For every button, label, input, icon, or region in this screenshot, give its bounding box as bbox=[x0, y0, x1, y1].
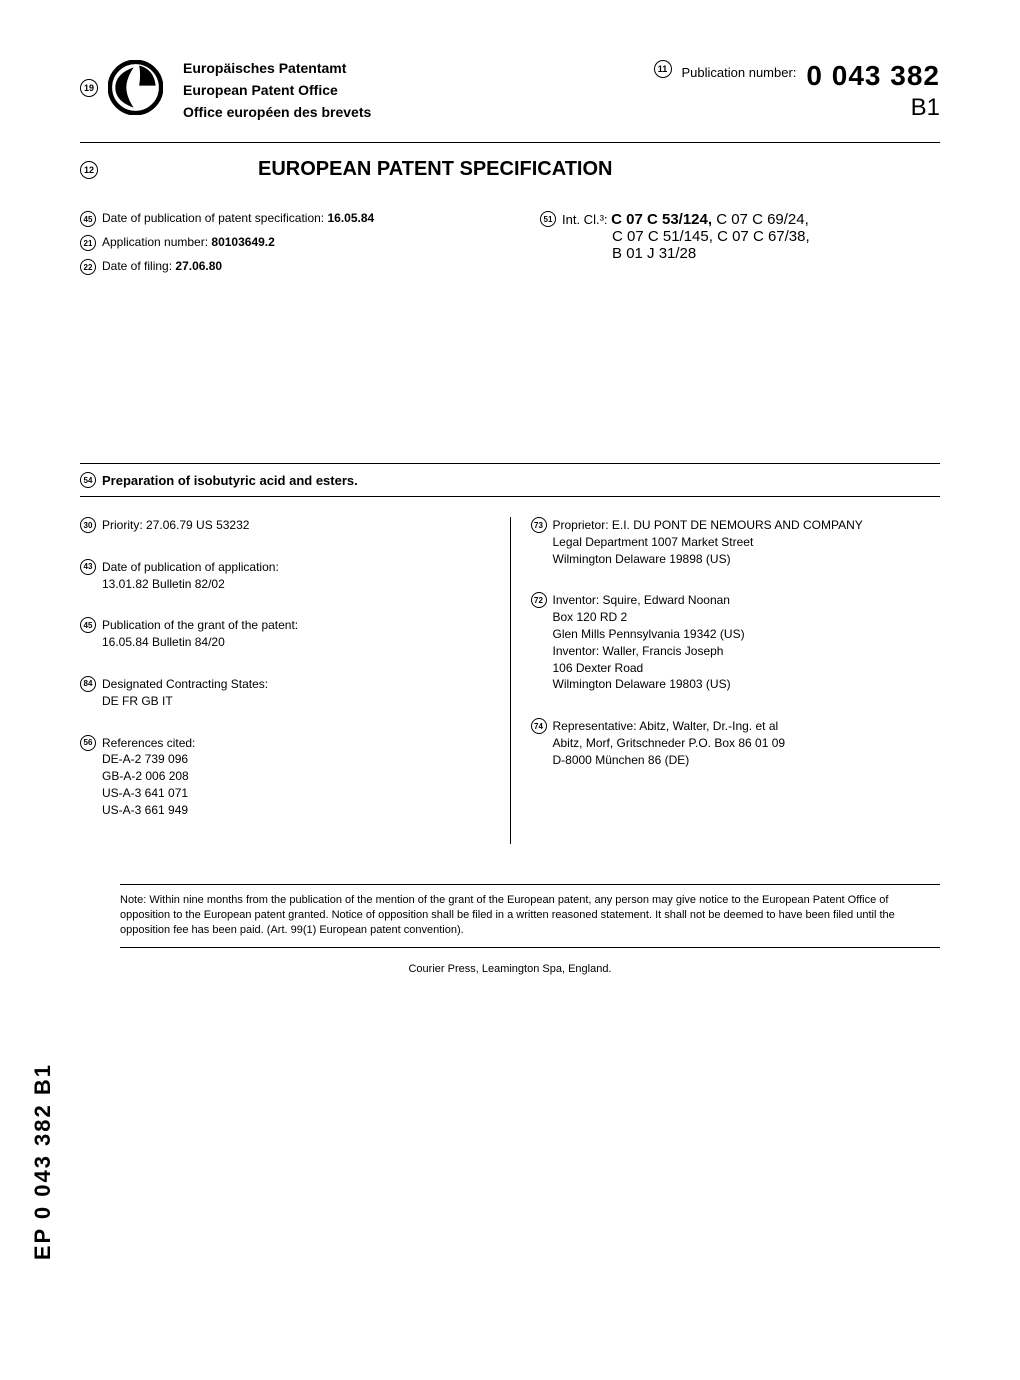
states-value: DE FR GB IT bbox=[102, 694, 173, 708]
inv-label: Inventor: bbox=[553, 593, 600, 607]
top-meta-right: 51 Int. Cl.³: C 07 C 53/124, C 07 C 69/2… bbox=[540, 211, 940, 283]
vertical-patent-number: EP 0 043 382 B1 bbox=[30, 1063, 56, 1260]
prop-addr1: Legal Department 1007 Market Street bbox=[553, 535, 754, 549]
inventor-item: 72 Inventor: Squire, Edward Noonan Box 1… bbox=[531, 592, 941, 693]
patent-title: Preparation of isobutyric acid and ester… bbox=[102, 473, 358, 488]
priority-value: 27.06.79 US 53232 bbox=[146, 518, 249, 532]
grant-value: 16.05.84 Bulletin 84/20 bbox=[102, 635, 225, 649]
two-col: 30 Priority: 27.06.79 US 53232 43 Date o… bbox=[80, 517, 940, 844]
priority-item: 30 Priority: 27.06.79 US 53232 bbox=[80, 517, 490, 534]
epo-logo-icon bbox=[108, 60, 163, 115]
rep-addr1: Abitz, Morf, Gritschneder P.O. Box 86 01… bbox=[553, 736, 786, 750]
refs-label: References cited: bbox=[102, 736, 195, 750]
refs-item: 56 References cited: DE-A-2 739 096 GB-A… bbox=[80, 735, 490, 819]
circle-74: 74 bbox=[531, 718, 547, 734]
states-label: Designated Contracting States: bbox=[102, 677, 268, 691]
prop-name: E.I. DU PONT DE NEMOURS AND COMPANY bbox=[612, 518, 863, 532]
footer-printer: Courier Press, Leamington Spa, England. bbox=[80, 963, 940, 975]
footer-note: Note: Within nine months from the public… bbox=[120, 884, 940, 948]
rep-addr2: D-8000 München 86 (DE) bbox=[553, 753, 690, 767]
prop-label: Proprietor: bbox=[553, 518, 609, 532]
pub-spec-label: Date of publication of patent specificat… bbox=[102, 211, 324, 225]
office-de: Europäisches Patentamt bbox=[183, 60, 371, 76]
intcl-4: B 01 J 31/28 bbox=[612, 245, 696, 262]
grant-item: 45 Publication of the grant of the paten… bbox=[80, 617, 490, 651]
circle-21: 21 bbox=[80, 235, 96, 251]
publication-number-group: 0 043 382 B1 bbox=[806, 60, 940, 122]
col-right: 73 Proprietor: E.I. DU PONT DE NEMOURS A… bbox=[510, 517, 941, 844]
spec-title: EUROPEAN PATENT SPECIFICATION bbox=[258, 158, 612, 181]
prop-addr2: Wilmington Delaware 19898 (US) bbox=[553, 552, 731, 566]
office-names: Europäisches Patentamt European Patent O… bbox=[183, 60, 371, 120]
inv2-addr1: 106 Dexter Road bbox=[553, 661, 644, 675]
filing-label: Date of filing: bbox=[102, 259, 172, 273]
ref3: US-A-3 641 071 bbox=[102, 786, 188, 800]
pub-spec-date: 16.05.84 bbox=[327, 211, 374, 225]
publication-label: Publication number: bbox=[682, 65, 797, 80]
publication-number: 0 043 382 bbox=[806, 60, 940, 92]
circle-72: 72 bbox=[531, 592, 547, 608]
intcl-3: C 07 C 67/38, bbox=[717, 228, 810, 245]
inv2-addr2: Wilmington Delaware 19803 (US) bbox=[553, 677, 731, 691]
priority-label: Priority: bbox=[102, 518, 143, 532]
circle-73: 73 bbox=[531, 517, 547, 533]
intcl-label: Int. Cl.³: bbox=[562, 212, 608, 227]
intcl-main: C 07 C 53/124, bbox=[611, 211, 712, 228]
office-en: European Patent Office bbox=[183, 82, 371, 98]
inv1-addr1: Box 120 RD 2 bbox=[553, 610, 628, 624]
publication-suffix: B1 bbox=[806, 94, 940, 122]
inv2-label: Inventor: bbox=[553, 644, 600, 658]
representative-item: 74 Representative: Abitz, Walter, Dr.-In… bbox=[531, 718, 941, 768]
circle-84: 84 bbox=[80, 676, 96, 692]
inv2-name: Waller, Francis Joseph bbox=[603, 644, 724, 658]
app-num: 80103649.2 bbox=[211, 235, 274, 249]
pub-app-value: 13.01.82 Bulletin 82/02 bbox=[102, 577, 225, 591]
circle-19: 19 bbox=[80, 79, 98, 97]
office-fr: Office européen des brevets bbox=[183, 104, 371, 120]
ref2: GB-A-2 006 208 bbox=[102, 769, 189, 783]
circle-51: 51 bbox=[540, 211, 556, 227]
circle-45b: 45 bbox=[80, 617, 96, 633]
pub-app-label: Date of publication of application: bbox=[102, 560, 279, 574]
publication-section: 11 Publication number: 0 043 382 B1 bbox=[654, 60, 940, 122]
divider-top bbox=[80, 142, 940, 143]
rep-label: Representative: bbox=[553, 719, 637, 733]
meta-intcl: 51 Int. Cl.³: C 07 C 53/124, C 07 C 69/2… bbox=[540, 211, 940, 262]
col-left: 30 Priority: 27.06.79 US 53232 43 Date o… bbox=[80, 517, 510, 844]
meta-filing: 22 Date of filing: 27.06.80 bbox=[80, 259, 480, 275]
meta-app-num: 21 Application number: 80103649.2 bbox=[80, 235, 480, 251]
header-row: 19 Europäisches Patentamt European Paten… bbox=[80, 60, 940, 122]
filing-date: 27.06.80 bbox=[175, 259, 222, 273]
inv1-addr2: Glen Mills Pennsylvania 19342 (US) bbox=[553, 627, 745, 641]
title-row: 54 Preparation of isobutyric acid and es… bbox=[80, 463, 940, 497]
pub-app-item: 43 Date of publication of application: 1… bbox=[80, 559, 490, 593]
intcl-2: C 07 C 51/145, bbox=[612, 228, 713, 245]
top-meta: 45 Date of publication of patent specifi… bbox=[80, 211, 940, 283]
top-meta-left: 45 Date of publication of patent specifi… bbox=[80, 211, 480, 283]
intcl-1: C 07 C 69/24, bbox=[716, 211, 809, 228]
spec-title-row: 12 EUROPEAN PATENT SPECIFICATION bbox=[80, 158, 940, 181]
grant-label: Publication of the grant of the patent: bbox=[102, 618, 298, 632]
circle-54: 54 bbox=[80, 472, 96, 488]
circle-12: 12 bbox=[80, 161, 98, 179]
ref4: US-A-3 661 949 bbox=[102, 803, 188, 817]
meta-pub-spec: 45 Date of publication of patent specifi… bbox=[80, 211, 480, 227]
circle-30: 30 bbox=[80, 517, 96, 533]
circle-56: 56 bbox=[80, 735, 96, 751]
ref1: DE-A-2 739 096 bbox=[102, 752, 188, 766]
app-num-label: Application number: bbox=[102, 235, 208, 249]
circle-43: 43 bbox=[80, 559, 96, 575]
logo-group: 19 bbox=[80, 60, 163, 115]
circle-11: 11 bbox=[654, 60, 672, 78]
proprietor-item: 73 Proprietor: E.I. DU PONT DE NEMOURS A… bbox=[531, 517, 941, 567]
rep-name: Abitz, Walter, Dr.-Ing. et al bbox=[639, 719, 778, 733]
circle-22: 22 bbox=[80, 259, 96, 275]
states-item: 84 Designated Contracting States: DE FR … bbox=[80, 676, 490, 710]
circle-45: 45 bbox=[80, 211, 96, 227]
inv1-name: Squire, Edward Noonan bbox=[603, 593, 730, 607]
